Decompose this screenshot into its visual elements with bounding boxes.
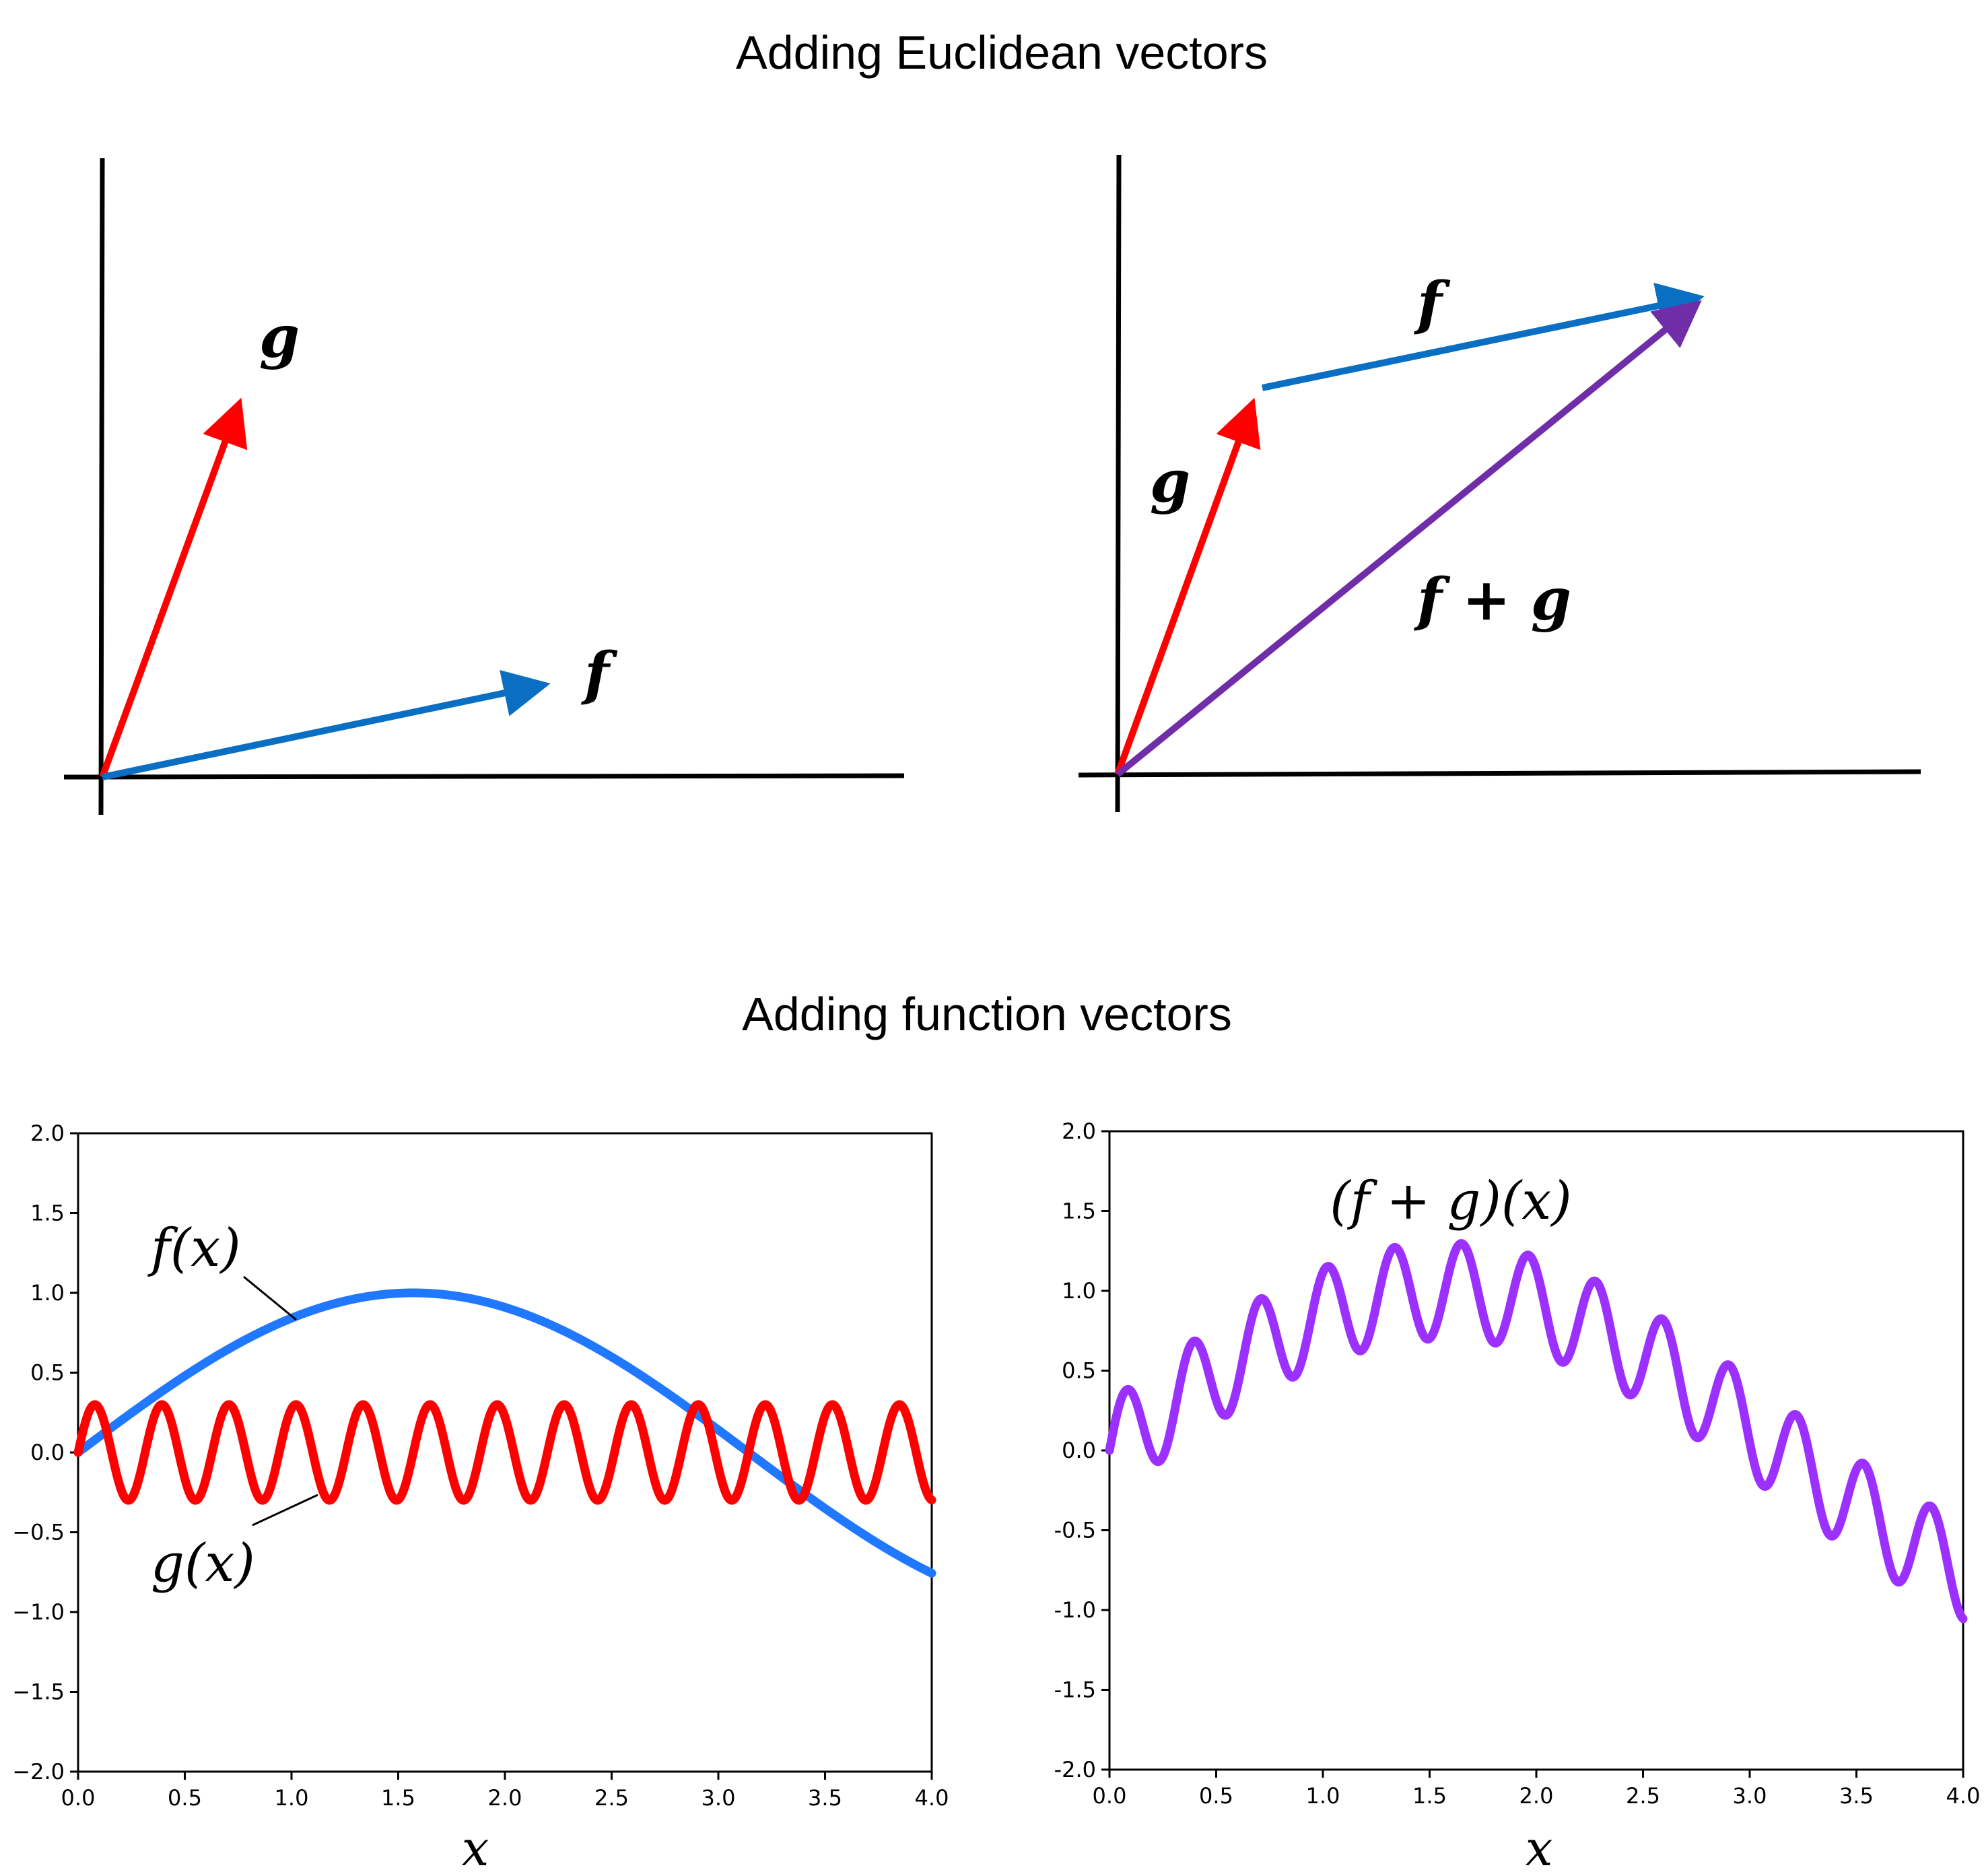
euclidean-title: Adding Euclidean vectors	[736, 26, 1268, 79]
sum-curve-label: (f + g)(x)	[1330, 1171, 1571, 1232]
y-tick-label: 0.0	[30, 1440, 65, 1465]
x-tick-label: 1.0	[275, 1785, 309, 1811]
x-tick-label: 1.5	[381, 1785, 415, 1811]
y-tick-label: 2.0	[1062, 1118, 1096, 1144]
x-tick-label: 2.5	[1626, 1783, 1660, 1809]
y-tick-label: 1.0	[1062, 1278, 1096, 1304]
left-x-axis	[63, 773, 905, 780]
left-g-vector	[99, 397, 248, 778]
right-f-vector	[1261, 282, 1705, 391]
f-label-leader	[243, 1275, 297, 1321]
f-curve	[73, 1288, 936, 1578]
right-x-axis	[1078, 769, 1921, 778]
y-tick-label: −0.5	[12, 1520, 65, 1545]
right-g-label: g	[1150, 448, 1190, 516]
y-tick-label: -1.5	[1054, 1677, 1096, 1703]
left-y-axis	[98, 158, 105, 815]
x-tick-label: 1.0	[1306, 1783, 1340, 1809]
x-tick-label: 0.0	[1093, 1783, 1127, 1809]
chart-right-yticks: 2.0 1.5 1.0 0.5 0.0 -0.5 -1.0 -1.5 -2.0	[1054, 1118, 1109, 1782]
y-tick-label: -0.5	[1054, 1518, 1096, 1543]
y-tick-label: 1.5	[30, 1201, 65, 1226]
chart-left: 2.0 1.5 1.0 0.5 0.0 −0.5 −1.0 −1.5 −2.0 0.0 0.5 1.…	[12, 1120, 949, 1876]
x-tick-label: 2.0	[1519, 1783, 1554, 1809]
left-f-label: f	[580, 640, 618, 708]
euclidean-right-panel: g f f + g	[1078, 154, 1921, 813]
y-tick-label: −2.0	[12, 1759, 65, 1784]
right-g-vector	[1114, 397, 1261, 776]
x-tick-label: 4.0	[915, 1785, 949, 1811]
y-tick-label: 0.5	[30, 1360, 65, 1386]
y-tick-label: 1.0	[30, 1280, 65, 1306]
chart-right-xticks: 0.0 0.5 1.0 1.5 2.0 2.5 3.0 3.5 4.0	[1093, 1770, 1981, 1809]
y-tick-label: -2.0	[1054, 1757, 1096, 1782]
functions-title: Adding function vectors	[742, 988, 1232, 1040]
f-curve-label: f(x)	[147, 1218, 241, 1279]
left-g-label: g	[259, 303, 300, 371]
y-tick-label: 1.5	[1062, 1199, 1096, 1224]
x-tick-label: 0.5	[168, 1785, 202, 1811]
right-sum-label: f + g	[1413, 566, 1571, 634]
x-tick-label: 4.0	[1946, 1783, 1981, 1809]
sum-curve	[1105, 1239, 1968, 1623]
chart-left-xlabel: x	[462, 1820, 489, 1876]
chart-right: 2.0 1.5 1.0 0.5 0.0 -0.5 -1.0 -1.5 -2.0 0.0 0.5 1.…	[1054, 1118, 1981, 1876]
y-tick-label: −1.5	[12, 1679, 65, 1705]
y-tick-label: 0.5	[1062, 1358, 1096, 1384]
chart-left-yticks: 2.0 1.5 1.0 0.5 0.0 −0.5 −1.0 −1.5 −2.0	[12, 1120, 78, 1784]
right-f-label: f	[1413, 269, 1451, 337]
euclidean-left-panel: g f	[63, 158, 905, 815]
x-tick-label: 0.0	[61, 1785, 96, 1811]
x-tick-label: 1.5	[1412, 1783, 1447, 1809]
g-curve-label: g(x)	[151, 1533, 255, 1594]
x-tick-label: 0.5	[1199, 1783, 1233, 1809]
right-sum-vector	[1115, 300, 1702, 777]
x-tick-label: 3.0	[1733, 1783, 1767, 1809]
g-label-leader	[252, 1494, 318, 1527]
x-tick-label: 3.5	[1839, 1783, 1874, 1809]
x-tick-label: 2.0	[488, 1785, 522, 1811]
g-curve	[73, 1400, 936, 1505]
y-tick-label: -1.0	[1054, 1597, 1096, 1623]
right-y-axis	[1115, 154, 1122, 813]
x-tick-label: 3.0	[702, 1785, 736, 1811]
chart-left-xticks: 0.0 0.5 1.0 1.5 2.0 2.5 3.0 3.5 4.0	[61, 1772, 949, 1811]
y-tick-label: 2.0	[30, 1120, 65, 1146]
x-tick-label: 3.5	[808, 1785, 842, 1811]
left-f-vector	[101, 670, 551, 780]
y-tick-label: −1.0	[12, 1599, 65, 1625]
x-tick-label: 2.5	[594, 1785, 629, 1811]
chart-right-xlabel: x	[1526, 1820, 1553, 1876]
y-tick-label: 0.0	[1062, 1438, 1096, 1463]
